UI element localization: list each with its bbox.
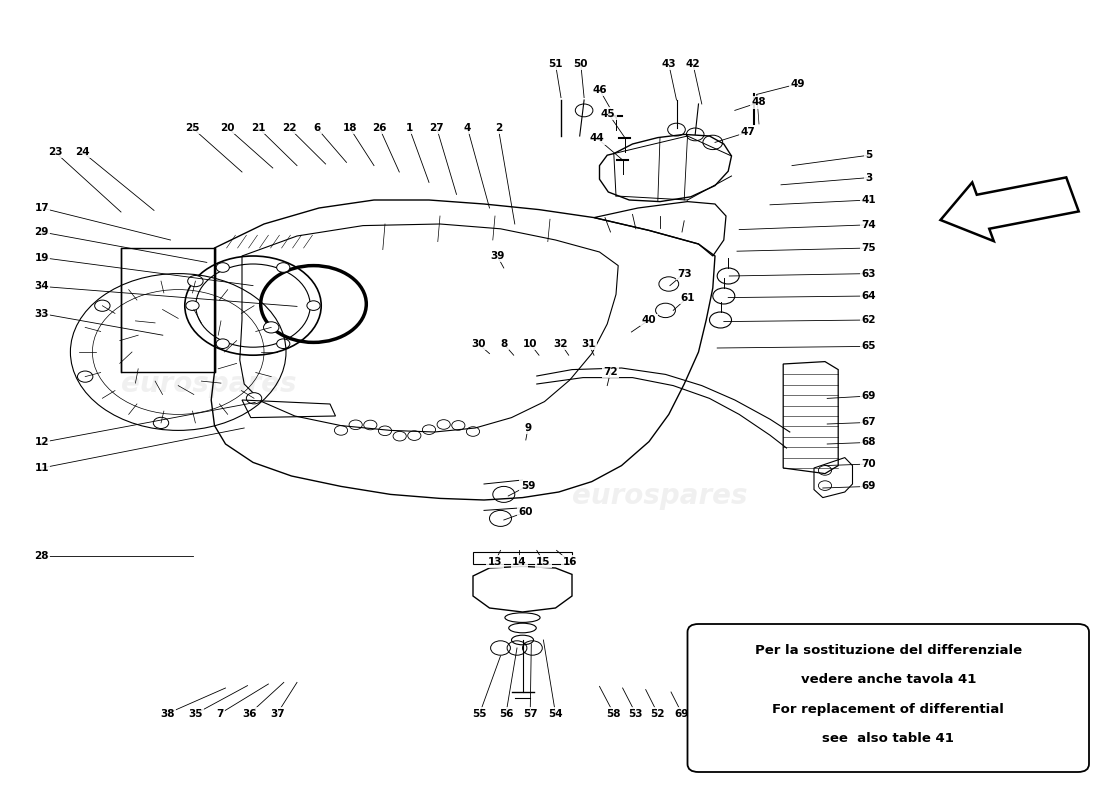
Text: 21: 21	[251, 123, 266, 133]
Text: 71: 71	[702, 709, 717, 718]
Text: 47: 47	[740, 127, 756, 137]
Text: 36: 36	[242, 709, 257, 718]
Text: 24: 24	[75, 147, 90, 157]
Text: 26: 26	[372, 123, 387, 133]
Text: 46: 46	[592, 85, 607, 94]
Text: 54: 54	[548, 709, 563, 718]
Text: 28: 28	[34, 551, 50, 561]
Text: eurospares: eurospares	[572, 482, 748, 510]
Text: 2: 2	[495, 123, 502, 133]
Text: 73: 73	[676, 269, 692, 278]
Text: 20: 20	[220, 123, 235, 133]
Text: 74: 74	[861, 220, 877, 230]
Text: 12: 12	[34, 438, 50, 447]
Text: 69: 69	[861, 391, 877, 401]
Circle shape	[277, 339, 290, 349]
Text: 70: 70	[861, 459, 877, 469]
Text: 5: 5	[866, 150, 872, 160]
Text: 43: 43	[661, 59, 676, 69]
Text: For replacement of differential: For replacement of differential	[772, 703, 1004, 716]
Text: 18: 18	[342, 123, 358, 133]
Text: 8: 8	[500, 339, 507, 349]
Text: 9: 9	[525, 423, 531, 433]
Text: 31: 31	[581, 339, 596, 349]
Text: 50: 50	[573, 59, 588, 69]
Text: 57: 57	[522, 709, 538, 718]
Text: 32: 32	[553, 339, 569, 349]
Text: 49: 49	[790, 79, 805, 89]
Text: 22: 22	[282, 123, 297, 133]
Text: 30: 30	[471, 339, 486, 349]
Text: 10: 10	[522, 339, 538, 349]
Text: 39: 39	[490, 251, 505, 261]
Text: 45: 45	[601, 109, 616, 118]
Text: 29: 29	[34, 227, 50, 237]
Text: 3: 3	[866, 173, 872, 182]
Text: 13: 13	[487, 557, 503, 566]
Text: 48: 48	[751, 98, 767, 107]
Text: 75: 75	[861, 243, 877, 253]
Circle shape	[277, 262, 290, 272]
FancyBboxPatch shape	[688, 624, 1089, 772]
Text: 41: 41	[861, 195, 877, 205]
Text: 11: 11	[34, 463, 50, 473]
Circle shape	[153, 418, 168, 429]
Text: see  also table 41: see also table 41	[823, 733, 954, 746]
Circle shape	[246, 393, 262, 404]
Text: 56: 56	[498, 709, 514, 718]
Text: 7: 7	[217, 709, 223, 718]
Text: 42: 42	[685, 59, 701, 69]
Text: Per la sostituzione del differenziale: Per la sostituzione del differenziale	[755, 644, 1022, 657]
Text: 59: 59	[520, 481, 536, 490]
Text: 53: 53	[628, 709, 643, 718]
Text: 63: 63	[861, 269, 877, 278]
Text: 4: 4	[464, 123, 471, 133]
Text: 23: 23	[47, 147, 63, 157]
Text: 64: 64	[861, 291, 877, 301]
Circle shape	[95, 300, 110, 311]
Text: vedere anche tavola 41: vedere anche tavola 41	[801, 674, 976, 686]
Text: 15: 15	[536, 557, 551, 566]
Text: 69: 69	[861, 482, 877, 491]
Circle shape	[216, 339, 229, 349]
Text: 51: 51	[548, 59, 563, 69]
Text: 40: 40	[641, 315, 657, 325]
Circle shape	[188, 275, 204, 286]
Text: 44: 44	[590, 134, 605, 143]
Text: 1: 1	[406, 123, 412, 133]
Text: eurospares: eurospares	[121, 370, 297, 398]
Text: 25: 25	[185, 123, 200, 133]
Text: 34: 34	[34, 282, 50, 291]
Circle shape	[77, 371, 92, 382]
Text: 66: 66	[727, 709, 742, 718]
Text: 55: 55	[472, 709, 487, 718]
Text: 27: 27	[429, 123, 444, 133]
Text: 17: 17	[34, 203, 50, 213]
Text: 67: 67	[861, 418, 877, 427]
Circle shape	[264, 322, 279, 333]
Text: 68: 68	[861, 438, 877, 447]
Text: 35: 35	[188, 709, 204, 718]
Text: 58: 58	[606, 709, 621, 718]
Text: 16: 16	[562, 557, 578, 566]
Text: 62: 62	[861, 315, 877, 325]
Text: 37: 37	[270, 709, 285, 718]
Circle shape	[217, 262, 230, 272]
Circle shape	[307, 301, 320, 310]
Text: 19: 19	[34, 253, 50, 262]
Text: 6: 6	[314, 123, 320, 133]
Text: 52: 52	[650, 709, 666, 718]
Text: 61: 61	[680, 293, 695, 302]
Text: 38: 38	[160, 709, 175, 718]
Text: 60: 60	[518, 507, 534, 517]
Text: 33: 33	[34, 309, 50, 318]
Text: 14: 14	[512, 557, 527, 566]
Text: 65: 65	[861, 342, 877, 351]
Circle shape	[186, 301, 199, 310]
Text: 69: 69	[674, 709, 690, 718]
Text: 72: 72	[603, 367, 618, 377]
